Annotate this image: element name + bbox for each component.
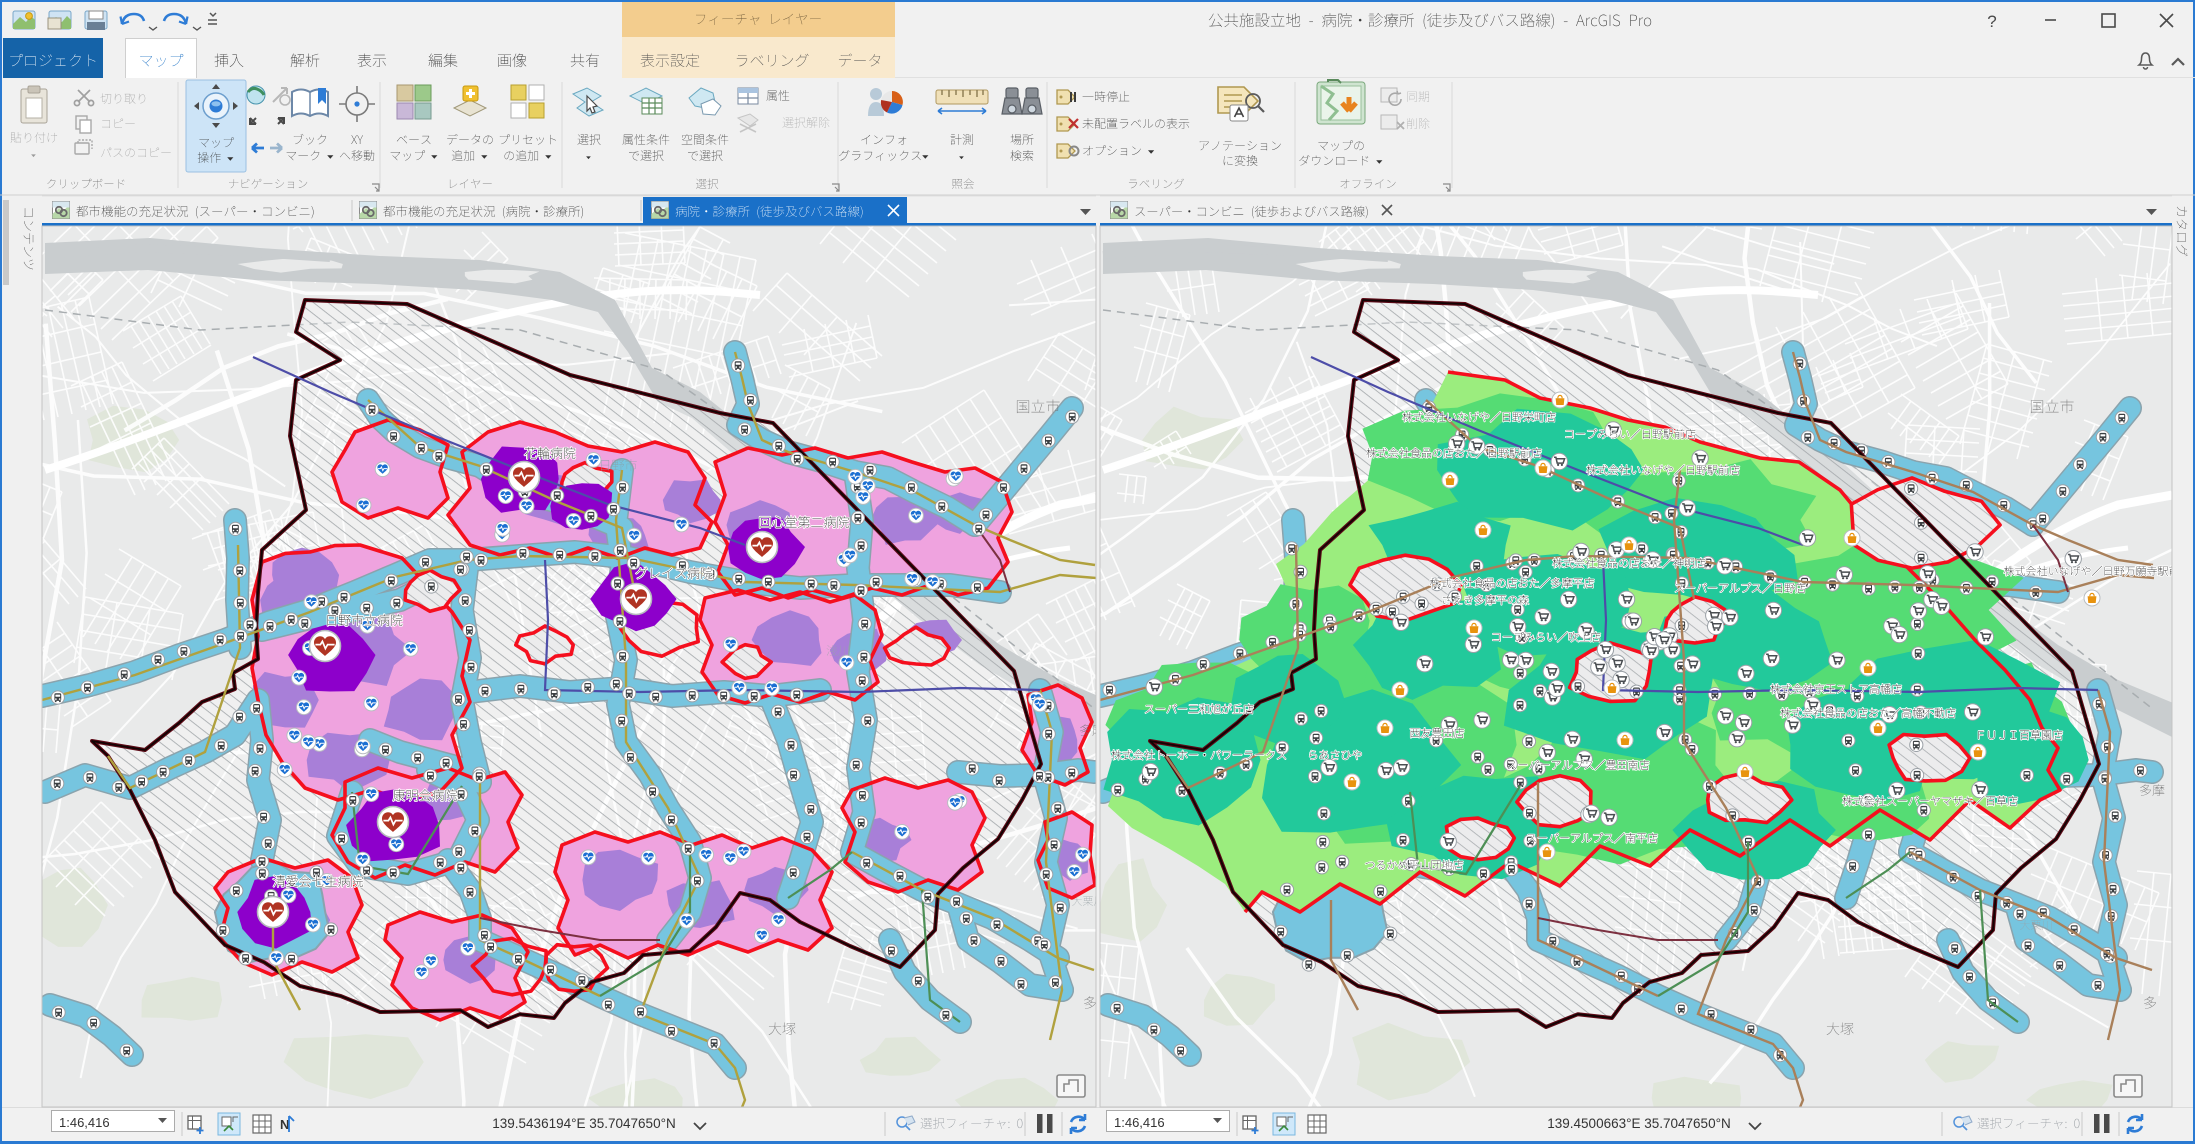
svg-text:139.4500663°E 35.7047650°N: 139.4500663°E 35.7047650°N <box>1547 1116 1730 1131</box>
svg-text:139.5436194°E 35.7047650°N: 139.5436194°E 35.7047650°N <box>492 1116 675 1131</box>
svg-text:N: N <box>280 1117 289 1132</box>
svg-text:1:46,416: 1:46,416 <box>59 1115 110 1130</box>
svg-text:1:46,416: 1:46,416 <box>1114 1115 1165 1130</box>
svg-text:?: ? <box>1987 12 1996 31</box>
